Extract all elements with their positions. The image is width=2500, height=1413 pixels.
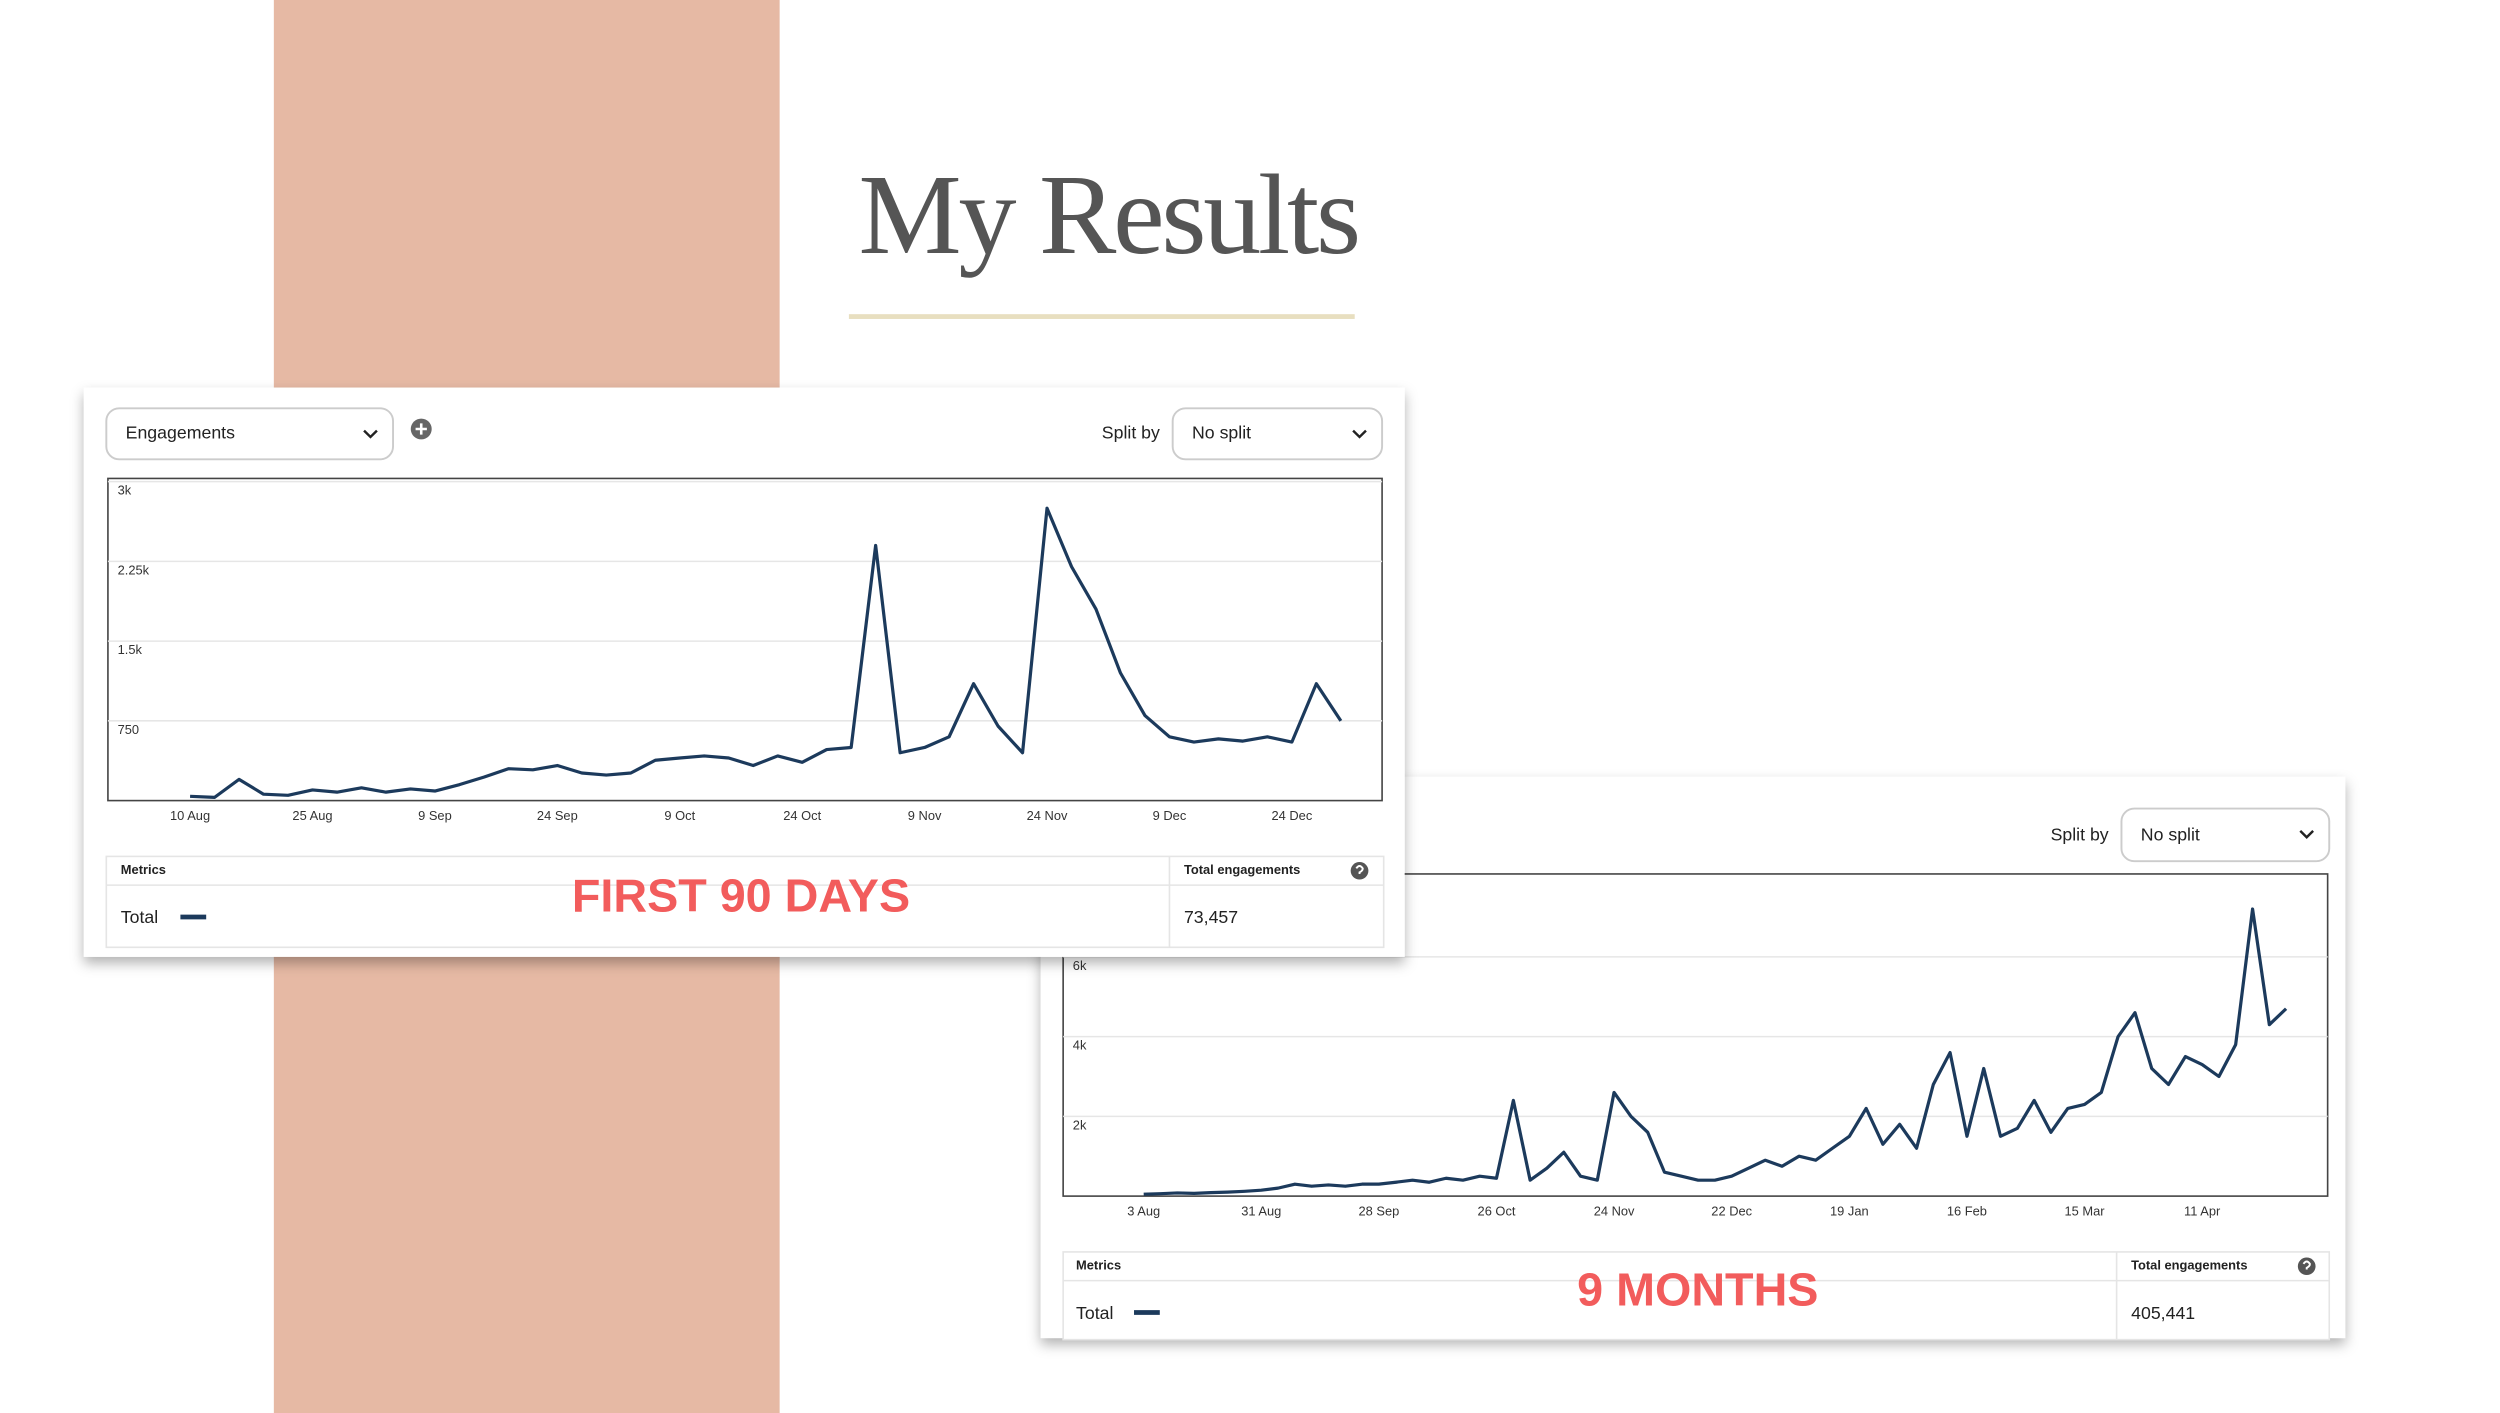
metrics-table	[105, 855, 1385, 949]
metrics-table	[1062, 1251, 2331, 1341]
x-tick-label: 24 Oct	[783, 808, 821, 823]
split-dropdown[interactable]	[2120, 807, 2331, 863]
x-tick-label: 24 Nov	[1027, 808, 1068, 823]
x-tick-label: 24 Dec	[1271, 808, 1312, 823]
x-tick-label: 25 Aug	[292, 808, 332, 823]
split-value: No split	[1192, 423, 1251, 443]
help-glyph	[2302, 1260, 2311, 1270]
help-glyph	[1355, 865, 1364, 874]
x-tick-label: 11 Apr	[2184, 1203, 2221, 1218]
y-tick-label: 4k	[1073, 1038, 1087, 1053]
chevron	[363, 429, 378, 439]
panel: Engagements Split by No split Metrics To…	[83, 387, 1405, 957]
data-line	[190, 506, 1343, 799]
metrics-header: Metrics	[121, 862, 166, 877]
x-tick-label: 22 Dec	[1711, 1203, 1752, 1218]
x-tick-label: 24 Sep	[537, 808, 578, 823]
x-tick-label: 9 Dec	[1153, 808, 1187, 823]
x-tick-label: 9 Sep	[418, 808, 452, 823]
split-value: No split	[2141, 824, 2200, 844]
y-tick-label: 2.25k	[118, 562, 150, 577]
x-tick-label: 9 Oct	[664, 808, 695, 823]
metric-value: Engagements	[126, 423, 235, 443]
y-tick-label: 750	[118, 722, 139, 737]
chevron	[1352, 429, 1367, 439]
x-tick-label: 10 Aug	[170, 808, 210, 823]
add-glyph	[415, 423, 427, 435]
metric-dropdown[interactable]	[105, 407, 395, 461]
x-tick-label: 15 Mar	[2064, 1203, 2105, 1218]
x-tick-label: 24 Nov	[1594, 1203, 1635, 1218]
plot-area	[107, 477, 1383, 802]
y-tick-label: 6k	[1073, 958, 1087, 973]
total-header: Total engagements	[1184, 862, 1300, 877]
x-tick-label: 3 Aug	[1127, 1203, 1160, 1218]
y-tick-label: 2k	[1073, 1117, 1087, 1132]
metrics-header: Metrics	[1076, 1258, 1121, 1273]
help-icon[interactable]	[2297, 1257, 2316, 1276]
x-tick-label: 16 Feb	[1947, 1203, 1987, 1218]
x-tick-label: 31 Aug	[1241, 1203, 1281, 1218]
legend-label: Total	[1076, 1303, 1113, 1323]
slide-title: My Results	[859, 150, 1358, 277]
chevron	[2299, 830, 2314, 839]
title-underline	[848, 314, 1355, 319]
split-label: Split by	[2051, 824, 2109, 844]
split-dropdown[interactable]	[1171, 407, 1384, 461]
legend-label: Total	[121, 907, 158, 927]
x-tick-label: 19 Jan	[1830, 1203, 1869, 1218]
help-icon[interactable]	[1350, 861, 1369, 880]
split-label: Split by	[1102, 423, 1160, 443]
caption: FIRST 90 DAYS	[572, 870, 910, 922]
total-value: 405,441	[2131, 1303, 2195, 1323]
total-header: Total engagements	[2131, 1258, 2247, 1273]
total-value: 73,457	[1184, 907, 1238, 927]
data-line	[1143, 907, 2288, 1196]
y-tick-label: 1.5k	[118, 642, 143, 657]
caption: 9 MONTHS	[1577, 1264, 1818, 1316]
x-tick-label: 26 Oct	[1478, 1203, 1516, 1218]
y-tick-label: 3k	[118, 483, 132, 498]
x-tick-label: 28 Sep	[1358, 1203, 1399, 1218]
x-tick-label: 9 Nov	[908, 808, 942, 823]
